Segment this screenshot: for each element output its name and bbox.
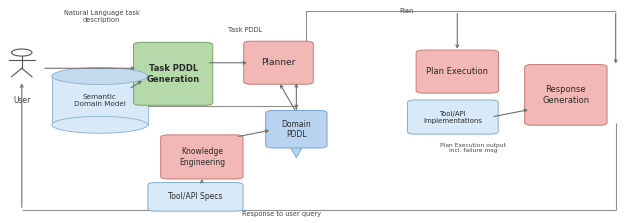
- Text: Plan Execution: Plan Execution: [426, 67, 488, 76]
- FancyBboxPatch shape: [416, 50, 499, 93]
- Text: Task PDDL: Task PDDL: [227, 27, 262, 33]
- Text: Semantic
Domain Model: Semantic Domain Model: [74, 94, 125, 107]
- Text: Response
Generation: Response Generation: [542, 85, 589, 105]
- Text: Plan: Plan: [399, 8, 413, 14]
- Text: Planner: Planner: [261, 58, 296, 67]
- Text: Domain
PDDL: Domain PDDL: [282, 120, 311, 139]
- Polygon shape: [52, 116, 148, 133]
- Text: Response to user query: Response to user query: [242, 211, 321, 217]
- FancyBboxPatch shape: [266, 111, 327, 148]
- Text: Plan Execution output
incl. failure msg: Plan Execution output incl. failure msg: [440, 142, 506, 153]
- FancyBboxPatch shape: [161, 135, 243, 179]
- Bar: [52, 76, 148, 125]
- FancyBboxPatch shape: [244, 41, 314, 84]
- Text: Tool/API Specs: Tool/API Specs: [168, 192, 223, 201]
- Text: Task PDDL
Generation: Task PDDL Generation: [147, 64, 200, 84]
- Polygon shape: [289, 145, 303, 157]
- FancyBboxPatch shape: [148, 183, 243, 211]
- FancyBboxPatch shape: [525, 64, 607, 125]
- Text: Natural Language task
description: Natural Language task description: [64, 10, 140, 23]
- Text: Knowledge
Engineering: Knowledge Engineering: [179, 147, 225, 167]
- FancyBboxPatch shape: [134, 42, 212, 105]
- Polygon shape: [52, 68, 148, 85]
- Text: User: User: [13, 96, 31, 105]
- FancyBboxPatch shape: [408, 100, 498, 134]
- Text: Tool/API
Implementations: Tool/API Implementations: [423, 111, 483, 124]
